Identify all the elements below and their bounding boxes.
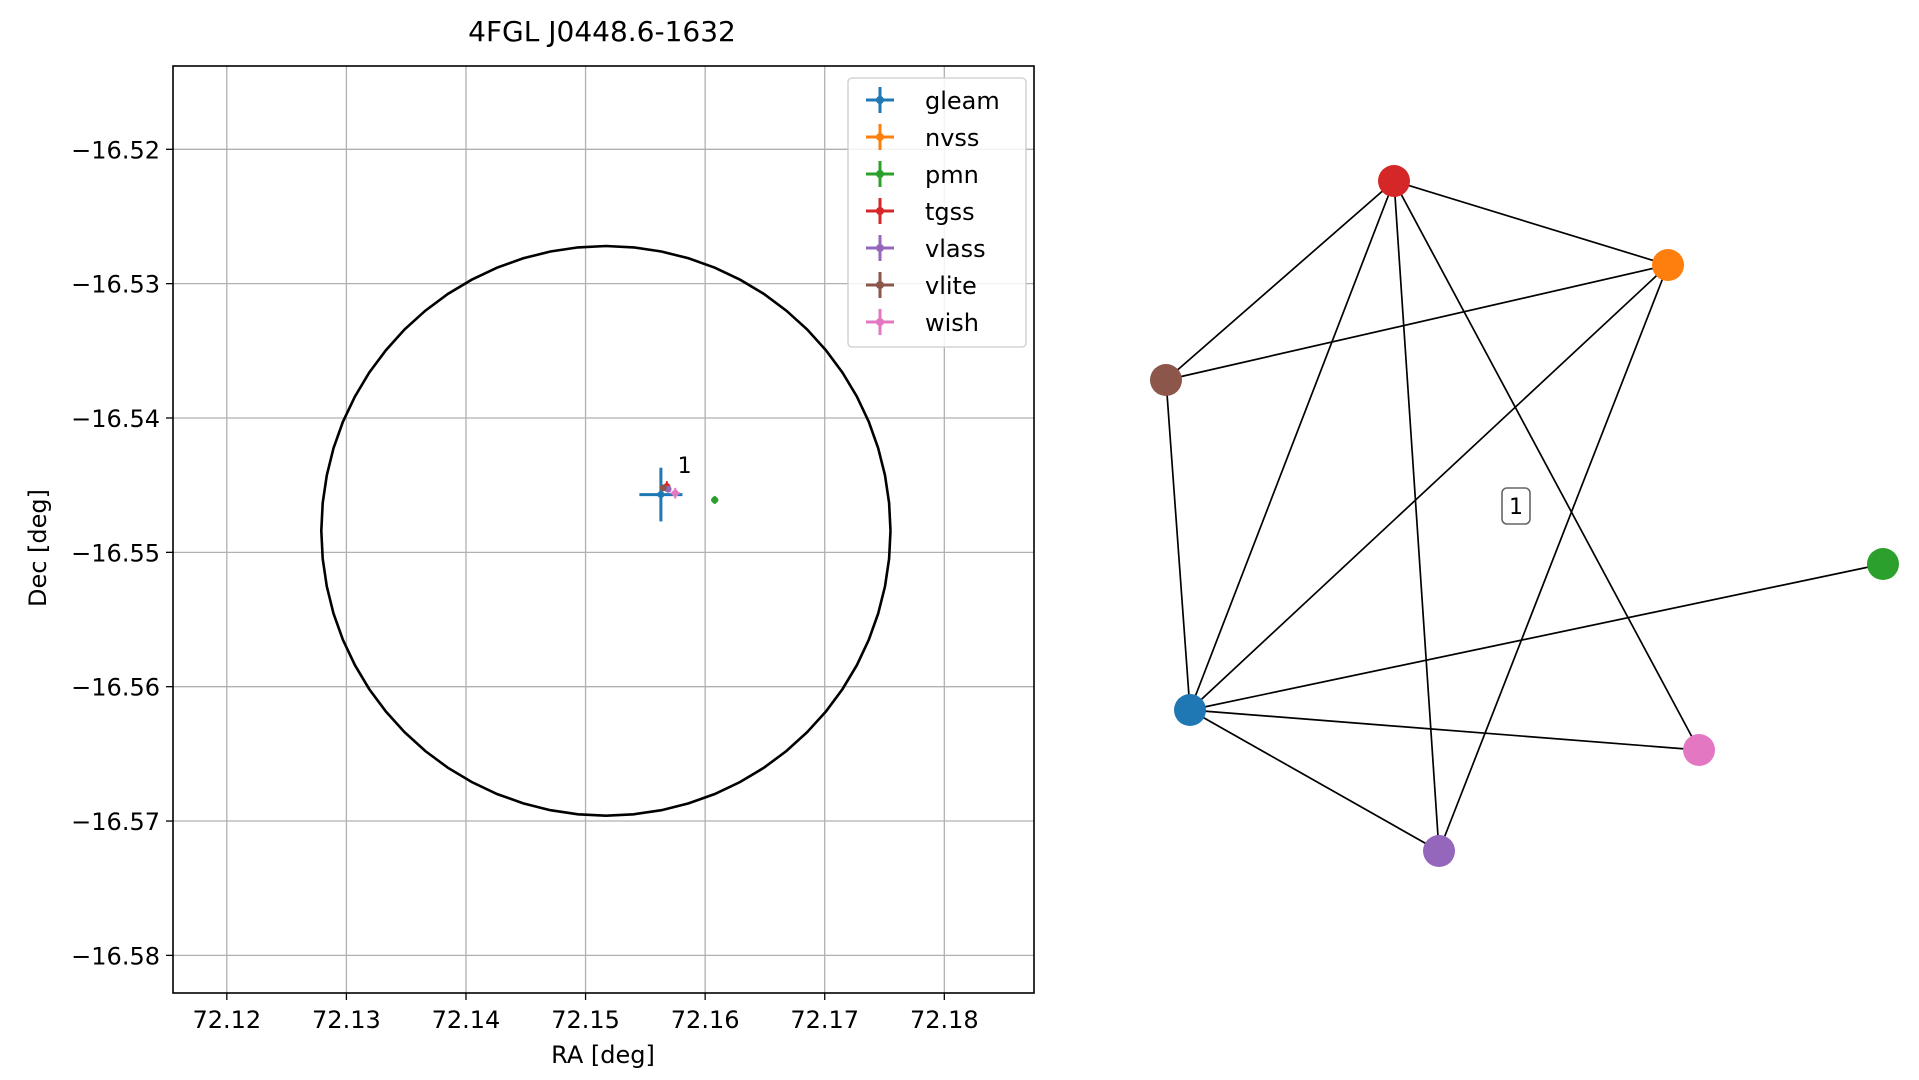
sky-position-panel: 4FGL J0448.6-1632 1 72.12 72.13 72.14 72.15… [24,15,1035,1069]
legend-marker [876,170,884,178]
edge-vlite-gleam [1165,379,1191,711]
legend-label: nvss [925,124,979,152]
x-axis-ticks: 72.12 72.13 72.14 72.15 72.16 72.17 72.18 [192,993,979,1034]
legend-label: gleam [925,87,1000,115]
node-nvss [1652,249,1684,281]
cluster-label-box [1501,487,1531,525]
marker [659,484,667,492]
chart-title: 4FGL J0448.6-1632 [468,15,736,48]
legend-label: vlass [925,235,986,263]
edge-gleam-wish [1189,709,1700,751]
point-pmn [711,495,719,504]
y-tick-label: −16.53 [71,271,160,299]
y-tick-label: −16.56 [71,674,160,702]
legend-marker [876,318,884,326]
edge-nvss-vlass [1438,264,1669,852]
legend-marker [876,244,884,252]
legend-marker [876,207,884,215]
legend-item-vlass: vlass [866,235,986,263]
point-vlite [659,484,667,492]
legend-label: tgss [925,198,975,226]
legend: gleam nvss pmn tgss vlass vlite wish [847,77,1027,348]
edge-nvss-gleam [1189,264,1669,711]
graph-nodes [1150,165,1899,867]
legend-label: wish [925,309,979,337]
uncertainty-ellipse [319,244,892,818]
grid [173,66,1034,993]
legend-item-pmn: pmn [866,161,979,189]
x-tick-label: 72.16 [671,1006,740,1034]
node-wish [1683,734,1715,766]
legend-marker [876,96,884,104]
node-pmn [1867,548,1899,580]
x-tick-label: 72.17 [790,1006,859,1034]
association-graph-panel: 1 [1150,165,1899,867]
legend-item-tgss: tgss [866,198,975,226]
edge-tgss-wish [1393,180,1700,751]
graph-edges [1165,180,1884,852]
x-axis-label: RA [deg] [551,1041,655,1069]
annotations: 1 [678,454,692,479]
x-tick-label: 72.12 [192,1006,261,1034]
y-axis-ticks: −16.52 −16.53 −16.54 −16.55 −16.56 −16.57 −16.… [71,136,173,970]
edge-gleam-vlass [1189,709,1440,852]
y-axis-label: Dec [deg] [24,489,52,607]
node-vlass [1423,835,1455,867]
uncertainty-ellipse-layer [319,244,892,818]
node-gleam [1174,694,1206,726]
y-tick-label: −16.58 [71,942,160,970]
legend-label: vlite [925,272,977,300]
plot-frame [172,65,1035,994]
edge-tgss-vlite [1165,180,1395,381]
legend-item-gleam: gleam [866,87,1000,115]
point-wish [670,487,681,499]
x-tick-label: 72.15 [551,1006,620,1034]
legend-label: pmn [925,161,979,189]
edge-nvss-vlite [1165,264,1669,381]
edge-tgss-vlass [1393,180,1440,852]
data-points [639,467,719,522]
x-tick-label: 72.14 [432,1006,501,1034]
edge-tgss-gleam [1189,180,1395,711]
legend-marker [876,281,884,289]
cluster-label-text: 1 [1509,495,1523,520]
point-annotation: 1 [678,454,692,479]
x-tick-label: 72.18 [910,1006,979,1034]
cluster-label: 1 [1501,487,1531,525]
y-tick-label: −16.54 [71,405,160,433]
node-vlite [1150,364,1182,396]
y-tick-label: −16.52 [71,136,160,164]
legend-item-vlite: vlite [866,272,977,300]
node-tgss [1378,165,1410,197]
legend-item-nvss: nvss [866,124,979,152]
x-tick-label: 72.13 [312,1006,381,1034]
y-tick-label: −16.55 [71,539,160,567]
marker [657,491,665,499]
legend-box [847,77,1027,348]
legend-marker [876,133,884,141]
edge-gleam-pmn [1189,563,1884,711]
y-tick-label: −16.57 [71,808,160,836]
marker [711,496,719,504]
marker [671,489,679,497]
legend-item-wish: wish [866,309,979,337]
edge-tgss-nvss [1393,180,1669,266]
